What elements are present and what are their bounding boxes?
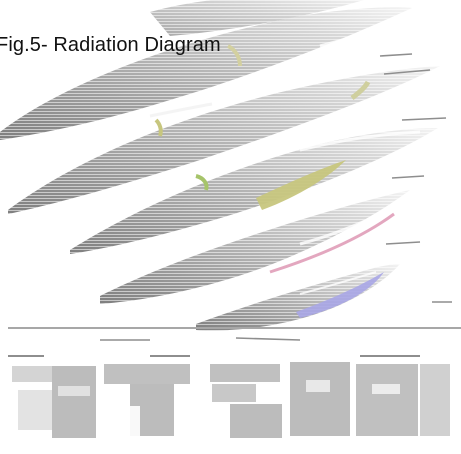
lobe-3 xyxy=(70,128,438,254)
lobe-2 xyxy=(8,66,440,214)
bottom-shapes xyxy=(8,355,450,438)
figure-title: Fig.5- Radiation Diagram xyxy=(0,34,221,56)
lobe-top xyxy=(150,0,364,36)
lobe-4 xyxy=(100,190,410,304)
sketch-marks xyxy=(100,53,452,341)
lobe-5 xyxy=(196,264,400,331)
ground-line xyxy=(8,327,461,329)
lobe-1 xyxy=(0,7,412,140)
